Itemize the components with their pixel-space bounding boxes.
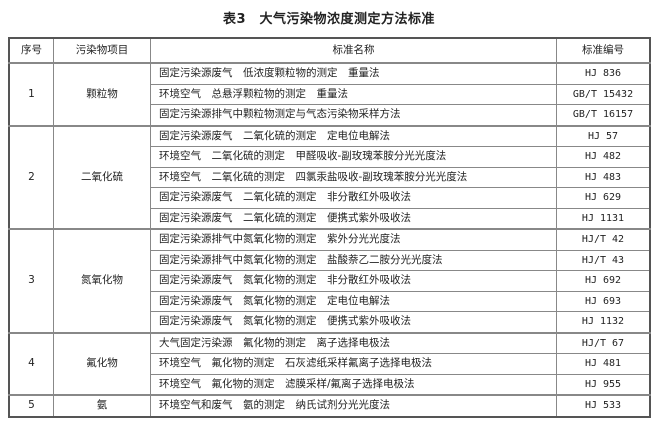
- serial-cell: 2: [8, 124, 54, 230]
- standards-table: 序号 污染物项目 标准名称 标准编号 1 颗粒物 固定污染源废气 低浓度颗粒物的测定…: [8, 37, 651, 418]
- table-title: 表3 大气污染物浓度测定方法标准: [222, 12, 436, 27]
- standard-name-cell: 固定污染源废气 氮氧化物的测定 非分散红外吸收法: [150, 270, 557, 292]
- table-row: 环境空气 二氧化硫的测定 甲醛吸收-副玫瑰苯胺分光光度法 HJ 482: [9, 146, 651, 168]
- table-row: 固定污染源废气 氮氧化物的测定 便携式紫外吸收法 HJ 1132: [9, 311, 651, 333]
- header-serial: 序号: [8, 37, 54, 64]
- pollutant-cell: 颗粒物: [53, 62, 151, 126]
- table-row: 环境空气 总悬浮颗粒物的测定 重量法 GB/T 15432: [9, 83, 651, 105]
- table-row: 5 氨环境空气和废气 氨的测定 纳氏试剂分光光度法 HJ 533: [8, 394, 651, 417]
- standard-name-cell: 大气固定污染源 氟化物的测定 离子选择电极法: [150, 331, 557, 354]
- standard-code-cell: HJ 482: [556, 146, 651, 168]
- table-row: 4 氟化物 大气固定污染源 氟化物的测定 离子选择电极法 HJ/T 67: [8, 331, 651, 396]
- standard-name-cell: 固定污染源排气中氮氧化物的测定 盐酸萘乙二胺分光光度法: [150, 249, 557, 271]
- standard-name-cell: 固定污染源排气中颗粒物测定与气态污染物采样方法: [150, 104, 557, 126]
- pollutant-cell: 氟化物: [53, 331, 151, 396]
- header-standard-name: 标准名称: [150, 37, 557, 64]
- pollutant-cell: 氨: [53, 394, 151, 417]
- serial-cell: 4: [8, 331, 54, 396]
- table-row: 固定污染源废气 二氧化硫的测定 非分散红外吸收法 HJ 629: [9, 187, 651, 209]
- standard-code-cell: HJ 955: [556, 373, 651, 396]
- standard-name-cell: 固定污染源排气中氮氧化物的测定 紫外分光光度法: [150, 228, 557, 251]
- standard-code-cell: HJ 629: [556, 187, 651, 209]
- serial-cell: 5: [8, 394, 54, 417]
- standard-code-cell: HJ/T 67: [556, 331, 651, 354]
- standard-code-cell: HJ/T 43: [556, 249, 651, 271]
- standard-code-cell: HJ/T 42: [556, 228, 651, 251]
- standard-name-cell: 环境空气和废气 氨的测定 纳氏试剂分光光度法: [150, 394, 557, 417]
- standard-code-cell: GB/T 15432: [556, 83, 651, 105]
- standard-name-cell: 固定污染源废气 二氧化硫的测定 非分散红外吸收法: [150, 187, 557, 209]
- standard-code-cell: HJ 1132: [556, 311, 651, 333]
- standard-name-cell: 固定污染源废气 氮氧化物的测定 便携式紫外吸收法: [150, 311, 557, 333]
- standard-code-cell: HJ 692: [556, 270, 651, 292]
- header-row: 序号 污染物项目 标准名称 标准编号: [8, 37, 651, 64]
- header-pollutant: 污染物项目: [53, 37, 151, 64]
- standard-name-cell: 环境空气 总悬浮颗粒物的测定 重量法: [150, 83, 557, 105]
- standard-name-cell: 固定污染源废气 二氧化硫的测定 定电位电解法: [150, 124, 557, 147]
- pollutant-cell: 二氧化硫: [53, 124, 151, 230]
- standard-name-cell: 环境空气 氟化物的测定 滤膜采样/氟离子选择电极法: [150, 373, 557, 396]
- table-row: 固定污染源废气 氮氧化物的测定 非分散红外吸收法 HJ 692: [9, 270, 651, 292]
- standard-code-cell: HJ 533: [556, 394, 651, 417]
- standard-name-cell: 环境空气 二氧化硫的测定 甲醛吸收-副玫瑰苯胺分光光度法: [150, 146, 557, 168]
- standard-code-cell: HJ 481: [556, 353, 651, 375]
- standard-name-cell: 固定污染源废气 氮氧化物的测定 定电位电解法: [150, 290, 557, 312]
- table-row: 1 颗粒物 固定污染源废气 低浓度颗粒物的测定 重量法 HJ 836: [8, 62, 651, 126]
- standard-code-cell: GB/T 16157: [556, 104, 651, 126]
- table-row: 环境空气 氟化物的测定 石灰滤纸采样氟离子选择电极法 HJ 481: [9, 353, 651, 375]
- standard-code-cell: HJ 836: [556, 62, 651, 85]
- header-standard-code: 标准编号: [556, 37, 651, 64]
- standard-code-cell: HJ 483: [556, 166, 651, 188]
- pollutant-cell: 氮氧化物: [53, 228, 151, 333]
- table-row: 2 二氧化硫 固定污染源废气 二氧化硫的测定 定电位电解法 HJ 57: [8, 124, 651, 230]
- serial-cell: 1: [8, 62, 54, 126]
- standard-code-cell: HJ 693: [556, 290, 651, 312]
- table-row: 环境空气 二氧化硫的测定 四氯汞盐吸收-副玫瑰苯胺分光光度法 HJ 483: [9, 166, 651, 188]
- standard-name-cell: 环境空气 二氧化硫的测定 四氯汞盐吸收-副玫瑰苯胺分光光度法: [150, 166, 557, 188]
- standard-name-cell: 环境空气 氟化物的测定 石灰滤纸采样氟离子选择电极法: [150, 353, 557, 375]
- standard-code-cell: HJ 57: [556, 124, 651, 147]
- standard-name-cell: 固定污染源废气 低浓度颗粒物的测定 重量法: [150, 62, 557, 85]
- standard-code-cell: HJ 1131: [556, 207, 651, 230]
- serial-cell: 3: [8, 228, 54, 333]
- standard-name-cell: 固定污染源废气 二氧化硫的测定 便携式紫外吸收法: [150, 207, 557, 230]
- table-row: 3 氮氧化物 固定污染源排气中氮氧化物的测定 紫外分光光度法 HJ/T 42: [8, 228, 651, 333]
- table-row: 固定污染源排气中氮氧化物的测定 盐酸萘乙二胺分光光度法 HJ/T 43: [9, 249, 651, 271]
